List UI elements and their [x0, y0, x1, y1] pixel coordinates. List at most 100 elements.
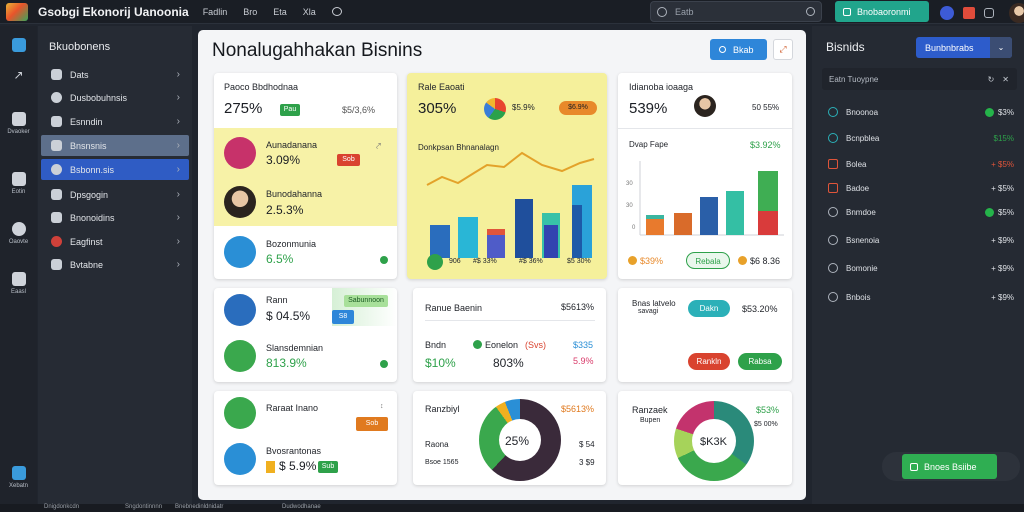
rail-label: Eaasl [10, 289, 26, 295]
sidebar-item[interactable]: Bnsnsnis › [41, 135, 189, 156]
main-action-button[interactable]: Bkab [710, 39, 767, 60]
sidebar-item-label: Dusbobuhnsis [70, 92, 128, 103]
divider [425, 320, 595, 321]
sidebar-item[interactable]: Eagfinst › [41, 231, 189, 252]
divider [618, 128, 792, 129]
avatar[interactable] [1009, 3, 1024, 23]
refresh-icon[interactable]: ↻ [987, 74, 995, 84]
rail-label: Dvaoker [7, 129, 30, 135]
donut-label: 25% [505, 434, 530, 448]
list-item[interactable]: Bolea + $5% [828, 156, 1014, 172]
footer-pill-button[interactable]: Rebala [686, 252, 730, 269]
chevron-down-icon[interactable]: ⌄ [990, 37, 1012, 58]
chart-card: Idianoba ioaaga 539% 50 55% Dvap Fape $3… [618, 73, 792, 279]
card-secondary: $53% [756, 405, 780, 415]
list-item-label: Bnbois [846, 292, 871, 302]
pen-icon [11, 112, 26, 126]
right-panel-title: Bisnids [826, 40, 865, 54]
card-subtitle: Bupen [640, 417, 661, 424]
row-value: $335 [573, 340, 594, 350]
sidebar-item[interactable]: Bsbonn.sis › [41, 159, 189, 180]
expand-button[interactable]: ⤢ [773, 39, 793, 60]
bell-icon[interactable] [963, 7, 975, 19]
sidebar-title: Bkuobonens [49, 41, 111, 53]
sidebar-item[interactable]: Bnonoidins › [41, 207, 189, 228]
chart-bar [646, 219, 664, 235]
rail-item[interactable]: Oaovte [0, 222, 37, 245]
chevron-right-icon: › [176, 259, 180, 270]
left-rail: ↗ Dvaoker Eotin Oaovte Eaasl Xebatn [0, 26, 37, 504]
share-icon [11, 466, 26, 480]
status-item[interactable]: Dnigdonkcdn [44, 504, 80, 510]
avatar [224, 186, 256, 218]
rail-item[interactable]: Eotin [0, 172, 37, 195]
search-input[interactable]: Eatb [650, 1, 822, 22]
list-item-label: Bcnpblea [846, 133, 880, 143]
chat-icon[interactable] [331, 6, 342, 16]
more-icon[interactable]: ↕ [380, 403, 384, 410]
top-action-button[interactable]: Bnobaoronmi [835, 1, 929, 22]
topnav-item[interactable]: Eta [273, 6, 287, 17]
sidebar-item[interactable]: Dusbobuhnsis › [41, 87, 189, 108]
search-clear-icon[interactable] [806, 7, 815, 16]
sidebar-item-label: Esnndin [70, 116, 103, 127]
compass-icon[interactable] [940, 6, 954, 20]
list-item-label: Bsnenoia [846, 235, 880, 245]
row-pill: Sob [337, 154, 360, 166]
status-item[interactable]: Sngdontinnnn [125, 504, 163, 510]
list-item[interactable]: Badoe + $5% [828, 180, 1014, 196]
list-item[interactable]: Bnmdoe $5% [828, 204, 1014, 220]
footer-value: $6 8.36 [750, 256, 781, 266]
list-item[interactable]: Bnoonoa $3% [828, 104, 1014, 120]
pill-button[interactable]: Rankln [688, 353, 730, 370]
card-secondary: $5.9% [512, 103, 535, 112]
document-icon [51, 116, 62, 127]
list-item-label: Bnoonoa [846, 107, 879, 117]
list-item[interactable]: Bomonie + $9% [828, 260, 1014, 276]
tools-icon [11, 38, 26, 52]
rail-item[interactable]: Eaasl [0, 272, 37, 295]
chart-bar [726, 191, 744, 235]
sidebar-item[interactable]: Dats › [41, 64, 189, 85]
status-item[interactable]: Bnebnedinldnidatr [175, 504, 224, 510]
close-icon[interactable]: ✕ [1002, 74, 1009, 84]
chart-bar [544, 225, 558, 258]
right-panel-search[interactable]: Eatn Tuoypne ↻ ✕ [822, 68, 1017, 90]
pill-button[interactable]: Dakn [688, 300, 730, 317]
row-value: 813.9% [266, 356, 307, 370]
settings-icon[interactable] [984, 8, 994, 18]
status-item[interactable]: Dudwodhanae [282, 504, 321, 510]
green-action-button[interactable]: Bnoes Bsiibe [902, 454, 997, 479]
rail-item[interactable]: Dvaoker [0, 112, 37, 135]
pill-button[interactable]: Rabsa [738, 353, 782, 370]
axis-tick: 30 [626, 203, 633, 209]
row-label: Raona [425, 440, 449, 449]
topnav-item[interactable]: Bro [243, 6, 258, 17]
topnav-item[interactable]: Xla [302, 6, 316, 17]
sidebar-item[interactable]: Esnndin › [41, 111, 189, 132]
status-icon [427, 254, 443, 270]
sidebar-item[interactable]: Bvtabne › [41, 254, 189, 275]
status-dot [984, 107, 994, 117]
chart-icon [51, 189, 62, 200]
rail-item[interactable] [0, 38, 37, 55]
list-item[interactable]: Bcnpblea $15% [828, 130, 1014, 146]
list-item[interactable]: Bsnenoia + $9% [828, 232, 1014, 248]
refresh-icon [828, 107, 838, 117]
rail-item[interactable]: Xebatn [0, 466, 37, 489]
rail-item[interactable]: ↗ [0, 68, 37, 85]
topnav-item[interactable]: Fadlin [202, 6, 228, 17]
chevron-right-icon: › [176, 69, 180, 80]
document-icon [224, 340, 256, 372]
link-icon[interactable]: ⤤ [376, 141, 382, 151]
list-item[interactable]: Bnbois + $9% [828, 289, 1014, 305]
card-pill: $6.9% [559, 101, 597, 115]
rail-label: Xebatn [8, 483, 29, 489]
sidebar-item[interactable]: Dpsgogin › [41, 184, 189, 205]
row-pill: Sabunnoon [344, 295, 388, 307]
card-secondary: $5 00% [754, 421, 778, 428]
chart-card: Ranzaek Bupen $53% $5 00% $K3K [618, 391, 792, 485]
tag-icon [224, 137, 256, 169]
right-panel-button[interactable]: Bunbnbrabs ⌄ [916, 37, 1012, 58]
bar-chart [639, 161, 784, 236]
